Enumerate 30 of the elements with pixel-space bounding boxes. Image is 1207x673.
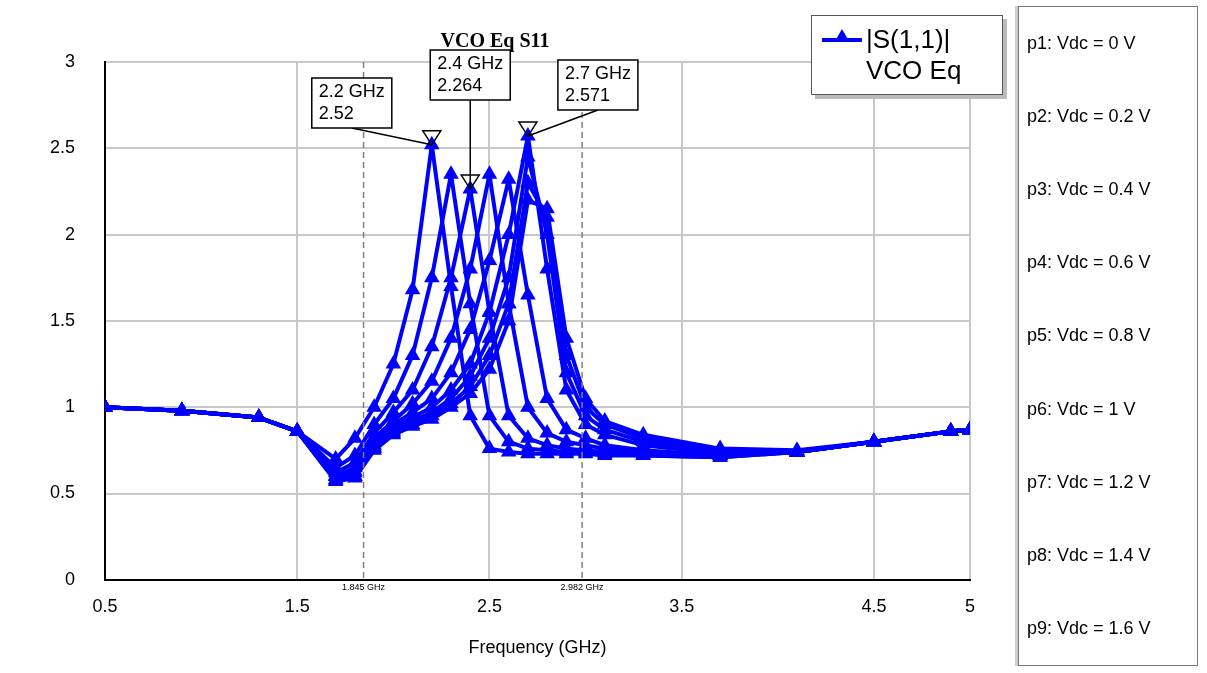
x-tick-label: 4.5 [861,595,887,616]
chart-title: VCO Eq S11 [440,29,550,53]
y-tick-label: 0 [65,568,76,589]
annotation: 2.2 GHz 2.52 [318,80,385,123]
y-tick-label: 1 [65,396,76,417]
ref-line-label: 1.845 GHz [342,581,386,592]
text: p9: Vdc = 1.6 V [1027,617,1152,639]
text: p8: Vdc = 1.4 V [1027,544,1152,566]
text: p4: Vdc = 0.6 V [1027,252,1152,274]
legend-label: |S(1,1)| VCO Eq [866,24,963,86]
text: p2: Vdc = 0.2 V [1027,106,1152,128]
y-tick-label: 1.5 [49,309,76,330]
text: p6: Vdc = 1 V [1027,398,1137,420]
x-tick-label: 2.5 [476,595,502,616]
annotation: 2.4 GHz 2.264 [437,52,504,95]
text: p7: Vdc = 1.2 V [1027,471,1152,493]
text: p5: Vdc = 0.8 V [1027,325,1152,347]
y-tick-label: 0.5 [49,482,76,503]
ref-line-label: 2.982 GHz [560,581,605,592]
x-tick-label: 0.5 [92,595,118,616]
text: p3: Vdc = 0.4 V [1027,179,1152,201]
x-tick-label: 5 [964,595,976,616]
x-axis-title: Frequency (GHz) [468,637,607,658]
x-tick-label: 1.5 [284,595,310,616]
text: p1: Vdc = 0 V [1027,33,1137,55]
annotation: 2.7 GHz 2.571 [564,62,631,105]
y-tick-label: 2.5 [49,137,76,158]
x-tick-label: 3.5 [669,595,695,616]
y-tick-label: 2 [65,223,76,244]
y-tick-label: 3 [65,50,76,71]
